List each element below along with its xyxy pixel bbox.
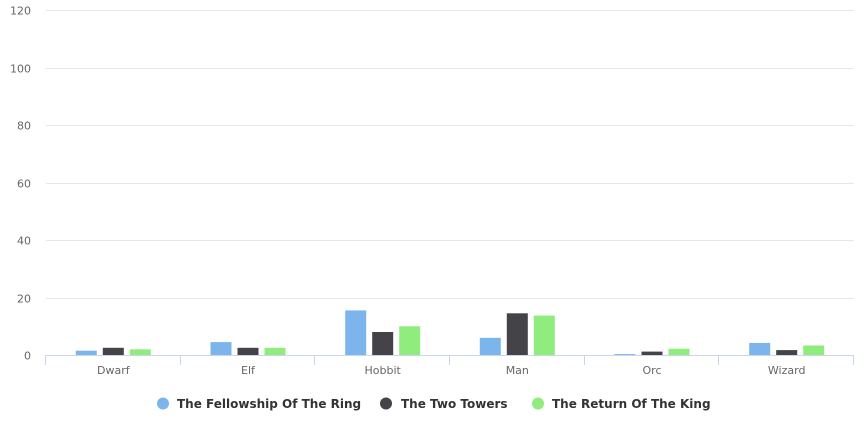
x-tick-label: Orc <box>643 364 662 377</box>
x-tick-label: Hobbit <box>365 364 402 377</box>
legend-marker-icon <box>380 397 392 410</box>
y-tick-label: 120 <box>10 5 31 18</box>
bar[interactable] <box>641 351 663 355</box>
legend-label: The Two Towers <box>401 397 508 411</box>
bar[interactable] <box>75 350 97 355</box>
bar[interactable] <box>372 332 394 355</box>
bar[interactable] <box>668 348 690 355</box>
legend-item[interactable]: The Return Of The King <box>532 397 711 411</box>
bar[interactable] <box>264 347 286 355</box>
bar[interactable] <box>533 315 555 355</box>
x-tick-label: Dwarf <box>97 364 131 377</box>
y-tick-label: 60 <box>17 178 31 191</box>
x-tick-label: Elf <box>241 364 256 377</box>
legend-label: The Return Of The King <box>552 397 711 411</box>
x-tick-label: Wizard <box>768 364 806 377</box>
legend-item[interactable]: The Fellowship Of The Ring <box>157 397 361 411</box>
x-tick-label: Man <box>506 364 529 377</box>
legend-label: The Fellowship Of The Ring <box>177 397 361 411</box>
bar[interactable] <box>749 342 771 355</box>
bar[interactable] <box>102 347 124 355</box>
y-tick-label: 0 <box>24 350 31 363</box>
bar[interactable] <box>210 342 232 355</box>
y-tick-label: 20 <box>17 293 31 306</box>
bar[interactable] <box>345 310 367 355</box>
y-tick-label: 80 <box>17 120 31 133</box>
legend[interactable]: The Fellowship Of The Ring The Two Towers… <box>157 397 711 411</box>
bar[interactable] <box>614 354 636 355</box>
y-tick-label: 100 <box>10 63 31 76</box>
bar[interactable] <box>129 349 151 356</box>
bar[interactable] <box>399 326 421 356</box>
bar[interactable] <box>237 347 259 355</box>
bar[interactable] <box>803 345 825 356</box>
x-axis: Dwarf Elf Hobbit Man Orc Wizard <box>45 355 854 377</box>
legend-marker-icon <box>157 397 169 410</box>
bar[interactable] <box>506 313 528 355</box>
bars <box>75 310 825 356</box>
bar[interactable] <box>479 337 501 356</box>
legend-marker-icon <box>532 397 544 410</box>
y-tick-label: 40 <box>17 235 31 248</box>
gridlines <box>46 10 854 299</box>
legend-item[interactable]: The Two Towers <box>380 397 508 411</box>
bar[interactable] <box>776 350 798 355</box>
y-axis-ticks: 0 20 40 60 80 100 120 <box>10 5 31 363</box>
